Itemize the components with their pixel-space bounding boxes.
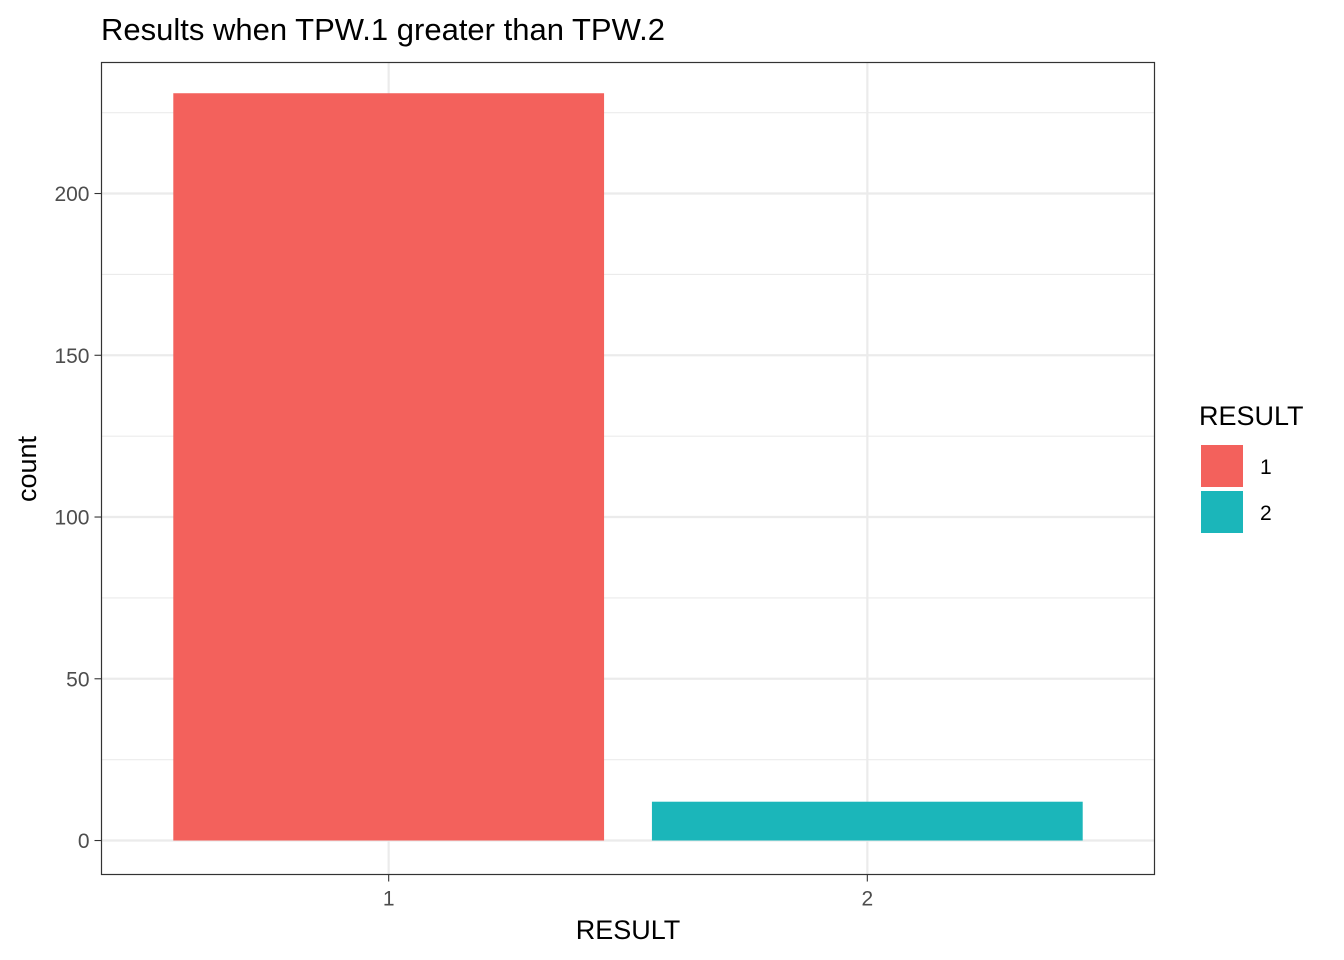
y-axis: 0 50 100 150 200 xyxy=(54,183,102,853)
bar-1 xyxy=(173,93,605,841)
y-tick-label: 50 xyxy=(66,668,89,691)
y-tick-label: 200 xyxy=(54,183,89,206)
legend: RESULT 12 xyxy=(1199,401,1304,533)
legend-title: RESULT xyxy=(1199,401,1304,431)
y-tick-label: 100 xyxy=(54,507,89,530)
x-tick-label: 2 xyxy=(861,888,873,911)
bar-2 xyxy=(651,801,1083,841)
legend-key-2 xyxy=(1201,491,1243,533)
legend-key-1 xyxy=(1201,445,1243,487)
y-axis-title: count xyxy=(12,435,42,502)
y-tick-label: 150 xyxy=(54,345,89,368)
legend-label-2: 2 xyxy=(1260,502,1272,525)
y-tick-label: 0 xyxy=(78,830,90,853)
chart-title: Results when TPW.1 greater than TPW.2 xyxy=(101,12,665,47)
x-tick-label: 1 xyxy=(383,888,395,911)
legend-entries: 12 xyxy=(1201,445,1272,533)
x-axis-title: RESULT xyxy=(576,915,681,945)
legend-label-1: 1 xyxy=(1260,456,1272,479)
plot-panel-border xyxy=(100,61,1156,876)
bars xyxy=(173,93,1083,841)
